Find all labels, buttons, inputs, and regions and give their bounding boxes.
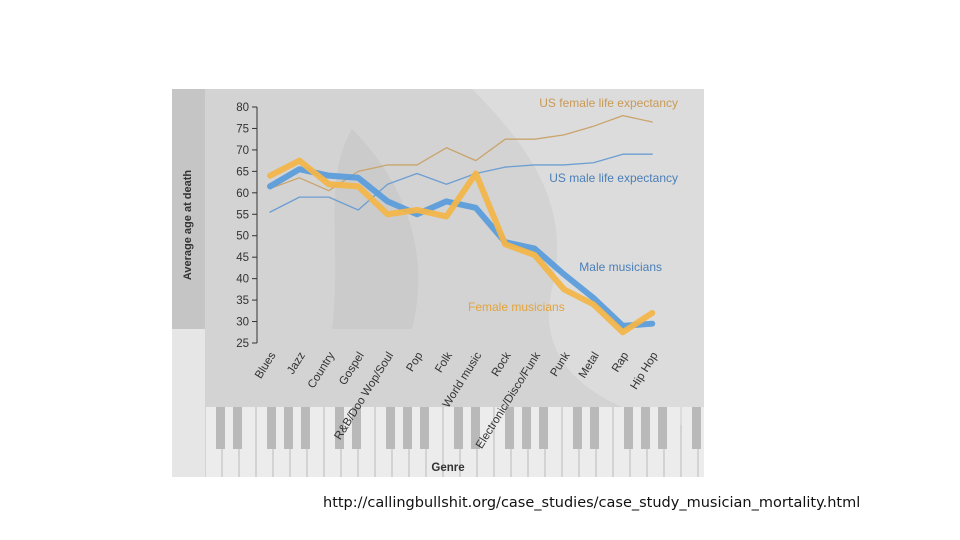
- y-tick-label: 35: [236, 295, 249, 307]
- y-tick-label: 60: [236, 188, 249, 200]
- series-label-us-male-life-expectancy: US male life expectancy: [549, 171, 678, 185]
- series-label-us-female-life-expectancy: US female life expectancy: [539, 96, 678, 110]
- series-label-female-musicians: Female musicians: [468, 300, 565, 314]
- x-axis-label: Genre: [431, 462, 464, 474]
- y-tick-label: 80: [236, 102, 249, 114]
- series-layer: [267, 114, 656, 336]
- y-tick-label: 65: [236, 166, 249, 178]
- y-tick-label: 30: [236, 317, 249, 329]
- source-url[interactable]: http://callingbullshit.org/case_studies/…: [323, 495, 861, 511]
- y-tick-label: 40: [236, 274, 249, 286]
- series-line-us-male-life-expectancy: [269, 153, 653, 213]
- y-axis-label: Average age at death: [182, 170, 194, 281]
- line-chart: 25 30 35 40 45 50 55 60 65 70 75 80 Average age at d…: [172, 89, 704, 477]
- series-label-male-musicians: Male musicians: [579, 260, 662, 274]
- y-tick-label: 75: [236, 123, 249, 135]
- series-line-female-musicians: [267, 157, 656, 336]
- series-labels: US female life expectancy US male life ex…: [468, 96, 678, 314]
- y-tick-label: 70: [236, 145, 249, 157]
- background-photo: [172, 89, 704, 477]
- chart-figure: 25 30 35 40 45 50 55 60 65 70 75 80 Average age at d…: [172, 89, 704, 477]
- y-tick-label: 55: [236, 209, 249, 221]
- y-tick-label: 45: [236, 252, 249, 264]
- piano-keys: [206, 407, 704, 477]
- y-tick-label: 50: [236, 231, 249, 243]
- y-tick-label: 25: [236, 338, 249, 350]
- series-line-male-musicians: [267, 166, 656, 329]
